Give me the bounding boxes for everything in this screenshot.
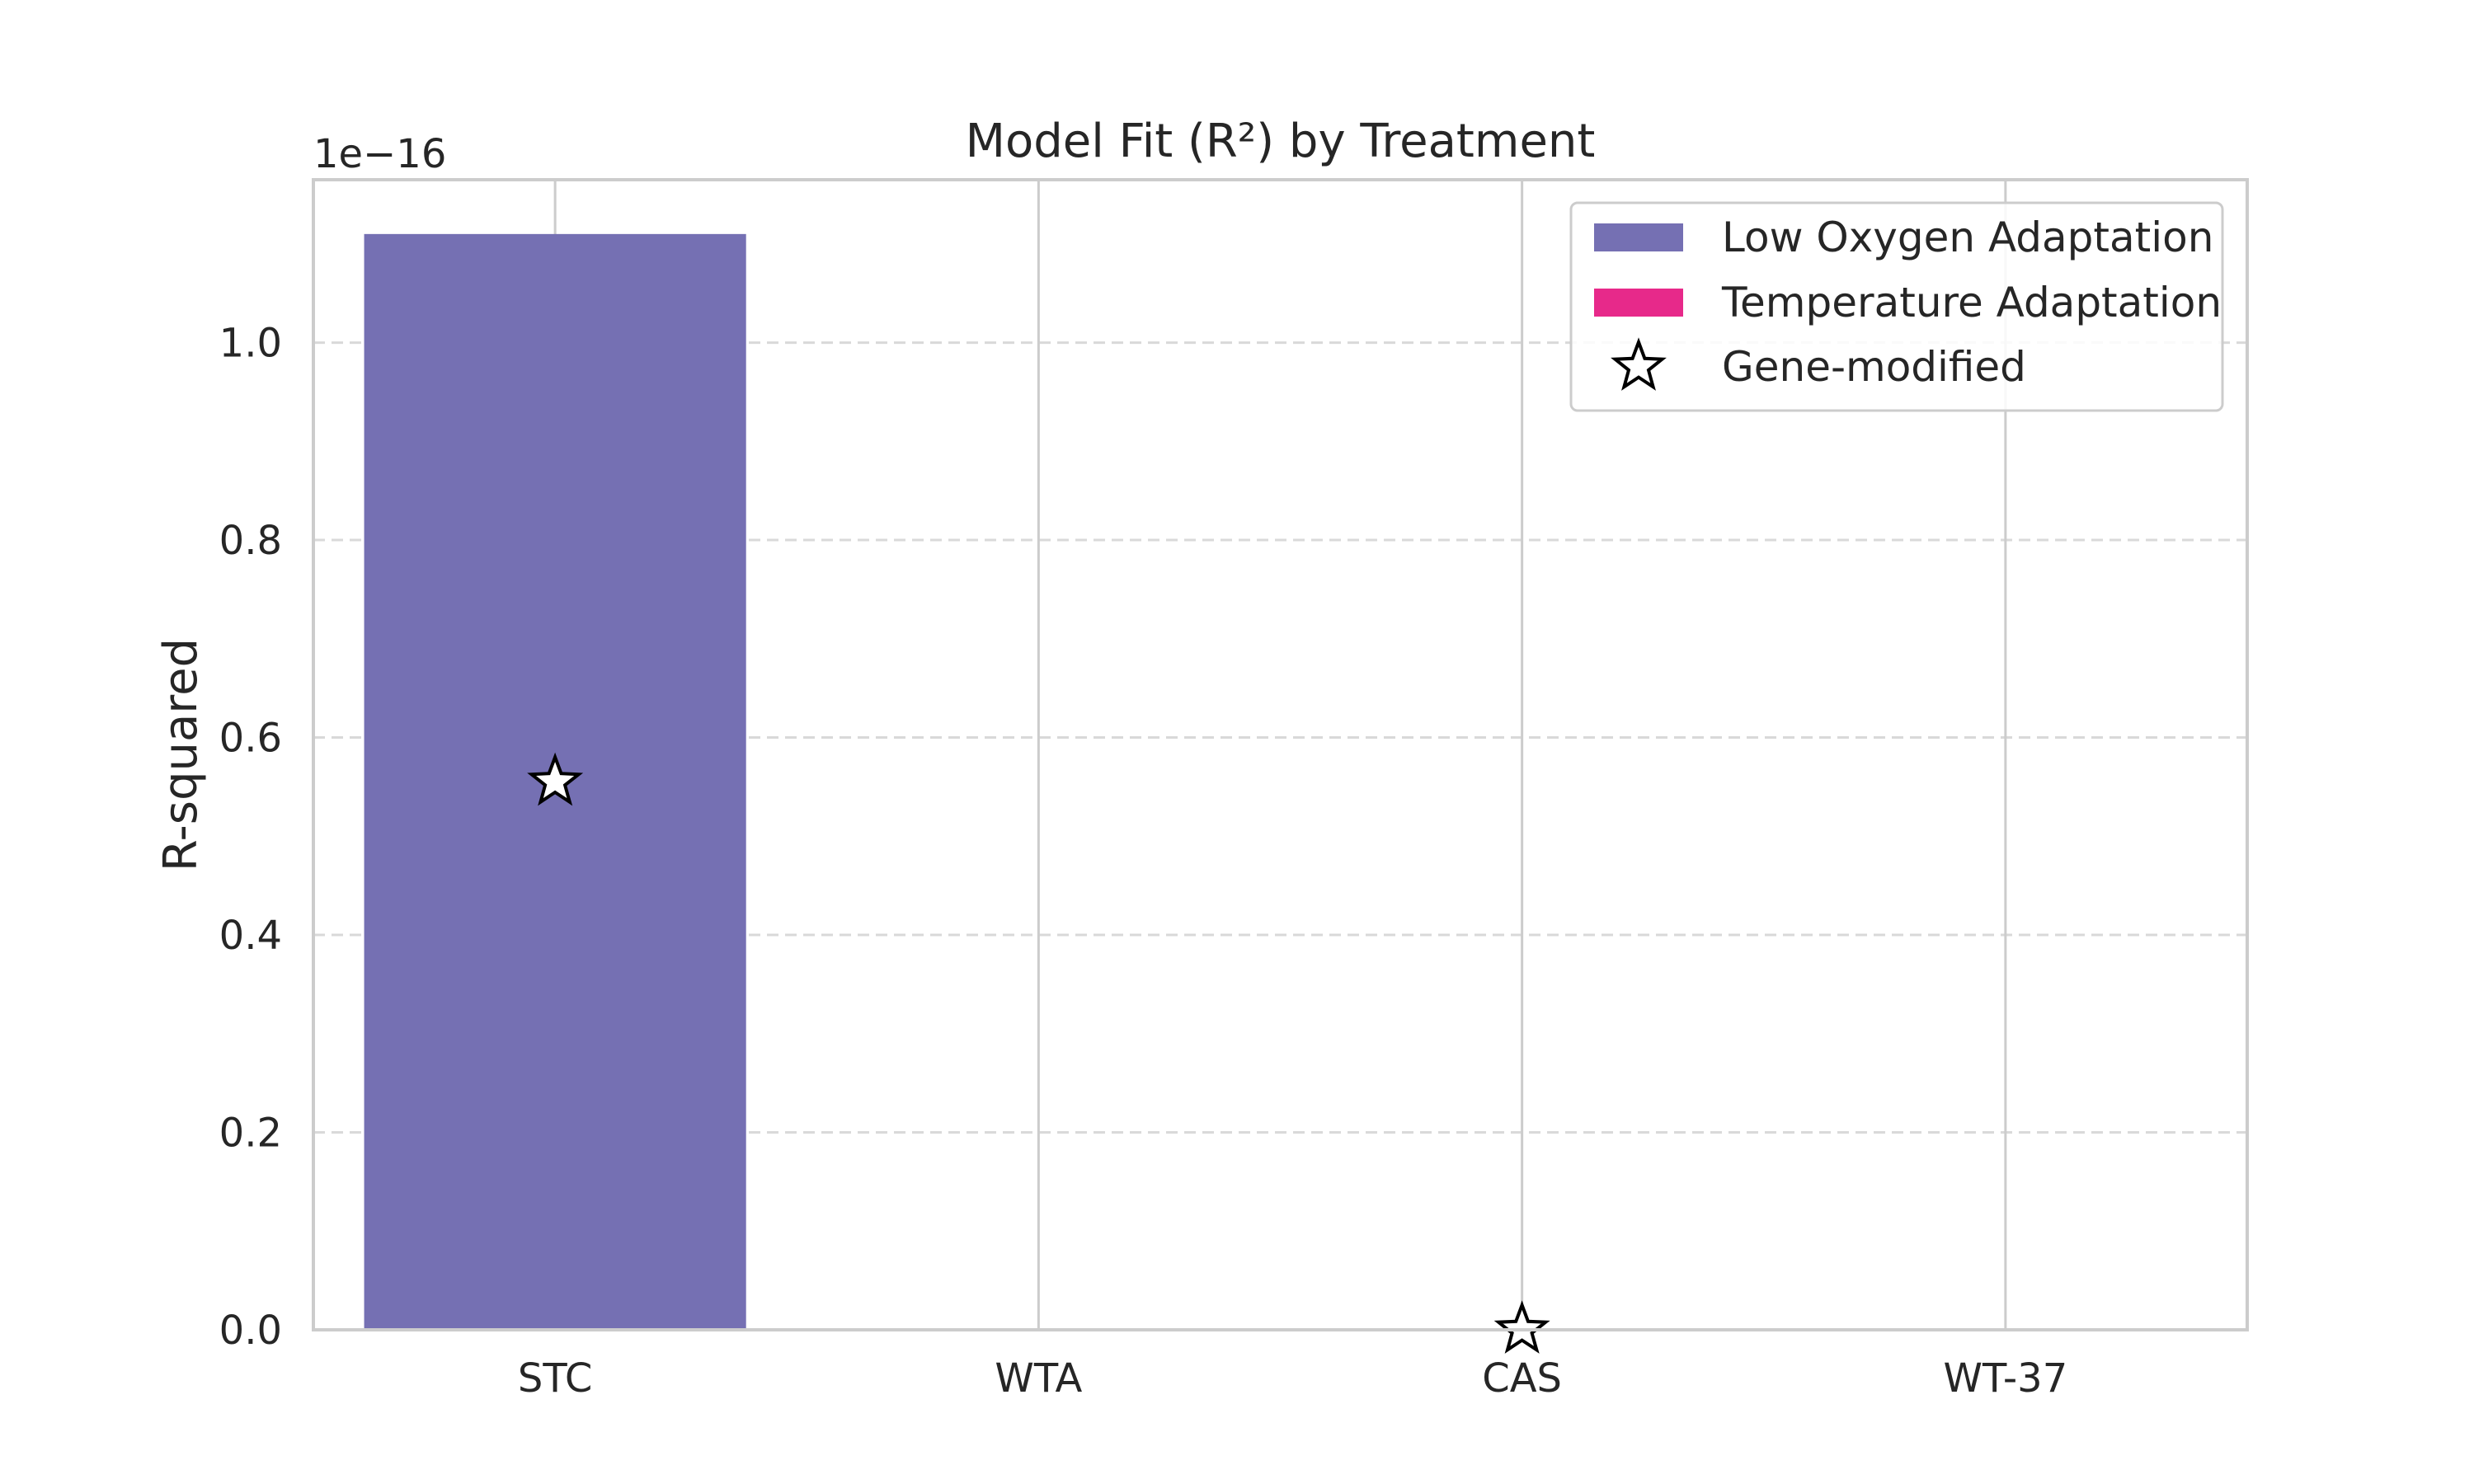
star-marker-stc xyxy=(527,752,584,806)
x-tick-label: WTA xyxy=(995,1355,1082,1402)
y-scale-multiplier: 1e−16 xyxy=(313,131,446,177)
y-tick-label: 0.6 xyxy=(219,716,282,762)
y-axis-ticks: 0.0 0.2 0.4 0.6 0.8 1.0 xyxy=(219,321,282,1354)
x-tick-label: WT-37 xyxy=(1943,1355,2067,1402)
y-tick-label: 0.0 xyxy=(219,1308,282,1354)
legend-star-icon xyxy=(1611,337,1667,391)
legend-label-temperature: Temperature Adaptation xyxy=(1721,279,2222,326)
legend-label-low-oxygen: Low Oxygen Adaptation xyxy=(1722,214,2213,261)
y-tick-label: 0.8 xyxy=(219,518,282,564)
legend-label-gene-modified: Gene-modified xyxy=(1722,343,2026,391)
legend-swatch-temperature xyxy=(1594,289,1683,317)
markers-layer xyxy=(527,752,1550,1354)
legend-swatch-low-oxygen xyxy=(1594,223,1683,251)
y-tick-label: 1.0 xyxy=(219,321,282,367)
y-axis-label: R-squared xyxy=(154,638,208,871)
x-axis-ticks: STC WTA CAS WT-37 xyxy=(518,1355,2067,1402)
star-marker-cas xyxy=(1493,1300,1550,1354)
legend-frame xyxy=(1569,201,2224,412)
plot-frame xyxy=(312,178,2249,1331)
chart-title: Model Fit (R²) by Treatment xyxy=(966,115,1596,168)
x-tick-label: CAS xyxy=(1482,1355,1562,1402)
y-tick-label: 0.4 xyxy=(219,913,282,959)
y-tick-label: 0.2 xyxy=(219,1111,282,1157)
x-tick-label: STC xyxy=(518,1355,593,1402)
legend: Low Oxygen Adaptation Temperature Adapta… xyxy=(1569,201,2224,412)
